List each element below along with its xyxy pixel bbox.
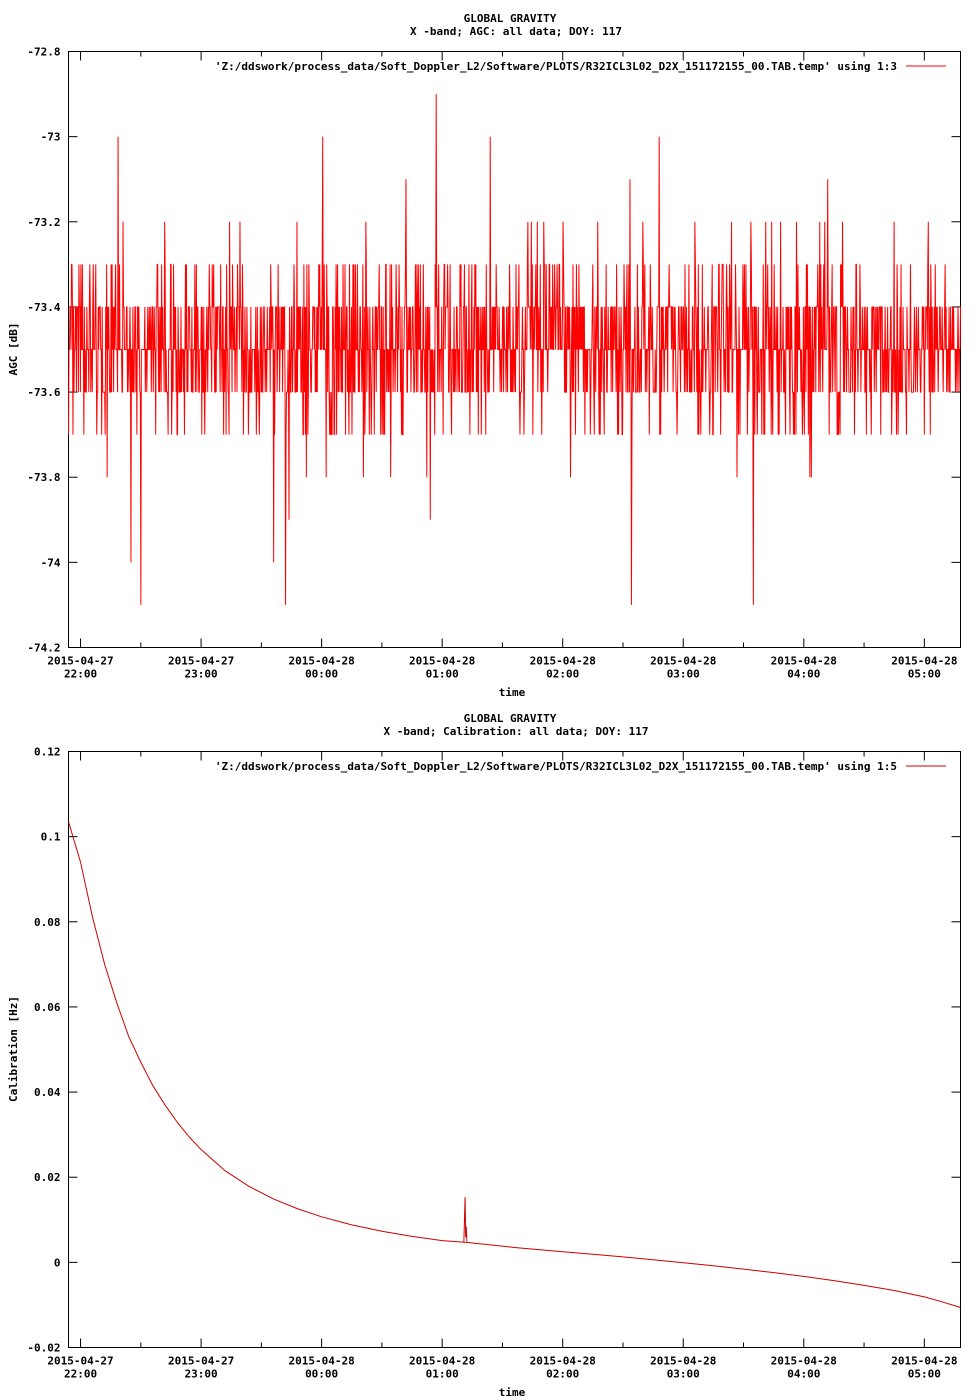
agc-x-tick-date: 2015-04-27	[47, 655, 113, 668]
agc-legend-label: 'Z:/ddswork/process_data/Soft_Doppler_L2…	[215, 60, 897, 73]
agc-x-tick-time: 01:00	[426, 668, 459, 681]
calibration-series-line	[68, 821, 961, 1308]
agc-chart-title-line2: X -band; AGC: all data; DOY: 117	[410, 25, 622, 38]
agc-x-tick-date: 2015-04-28	[650, 655, 716, 668]
agc-y-tick-label: -73.2	[27, 216, 60, 229]
calibration-x-tick-time: 02:00	[546, 1368, 579, 1381]
calibration-y-tick-label: 0.02	[34, 1171, 61, 1184]
agc-y-tick-label: -73.4	[27, 301, 60, 314]
calibration-x-tick-time: 23:00	[185, 1368, 218, 1381]
calibration-x-tick-date: 2015-04-28	[891, 1355, 957, 1368]
calibration-x-tick-date: 2015-04-28	[409, 1355, 475, 1368]
calibration-chart: GLOBAL GRAVITY X -band; Calibration: all…	[7, 712, 961, 1399]
calibration-y-tick-label: -0.02	[27, 1342, 60, 1355]
agc-series-line	[68, 94, 961, 605]
calibration-y-axis: 0.12 0.1 0.08 0.06 0.04 0.02 0 -0.02	[27, 746, 961, 1355]
agc-x-tick-time: 04:00	[787, 668, 820, 681]
calibration-chart-title-line2: X -band; Calibration: all data; DOY: 117	[384, 725, 649, 738]
agc-x-tick-date: 2015-04-28	[530, 655, 596, 668]
agc-y-tick-label: -73	[41, 131, 61, 144]
calibration-x-tick-date: 2015-04-28	[650, 1355, 716, 1368]
agc-x-tick-date: 2015-04-28	[409, 655, 475, 668]
agc-x-tick-time: 02:00	[546, 668, 579, 681]
agc-y-tick-label: -72.8	[27, 46, 60, 59]
agc-y-axis-label: AGC [dB]	[7, 323, 20, 376]
calibration-chart-title-line1: GLOBAL GRAVITY	[464, 712, 557, 725]
agc-x-axis-label: time	[499, 686, 526, 699]
agc-y-tick-label: -74	[41, 556, 61, 569]
calibration-x-tick-date: 2015-04-27	[47, 1355, 113, 1368]
calibration-x-tick-time: 22:00	[64, 1368, 97, 1381]
calibration-x-tick-time: 00:00	[305, 1368, 338, 1381]
agc-y-tick-label: -73.6	[27, 386, 60, 399]
agc-x-tick-time: 00:00	[305, 668, 338, 681]
calibration-x-tick-time: 05:00	[908, 1368, 941, 1381]
agc-x-tick-date: 2015-04-27	[168, 655, 234, 668]
agc-x-tick-time: 22:00	[64, 668, 97, 681]
calibration-plot-frame	[68, 751, 961, 1348]
agc-chart-title-line1: GLOBAL GRAVITY	[464, 12, 557, 25]
agc-x-tick-date: 2015-04-28	[771, 655, 837, 668]
calibration-x-tick-date: 2015-04-28	[530, 1355, 596, 1368]
calibration-spike	[463, 1197, 468, 1242]
calibration-y-tick-label: 0.12	[34, 746, 61, 759]
calibration-y-tick-label: 0.06	[34, 1001, 61, 1014]
calibration-y-tick-label: 0.08	[34, 916, 61, 929]
calibration-y-tick-label: 0.1	[41, 831, 61, 844]
agc-x-tick-time: 23:00	[185, 668, 218, 681]
calibration-y-tick-label: 0.04	[34, 1086, 61, 1099]
calibration-x-tick-date: 2015-04-28	[771, 1355, 837, 1368]
calibration-x-tick-date: 2015-04-28	[289, 1355, 355, 1368]
agc-x-tick-time: 03:00	[667, 668, 700, 681]
calibration-x-axis: 2015-04-2722:002015-04-2723:002015-04-28…	[47, 751, 957, 1381]
agc-x-tick-time: 05:00	[908, 668, 941, 681]
calibration-x-tick-time: 04:00	[787, 1368, 820, 1381]
agc-y-tick-label: -74.2	[27, 642, 60, 655]
calibration-legend-label: 'Z:/ddswork/process_data/Soft_Doppler_L2…	[215, 760, 897, 773]
agc-y-tick-label: -73.8	[27, 471, 60, 484]
calibration-x-tick-date: 2015-04-27	[168, 1355, 234, 1368]
agc-x-tick-date: 2015-04-28	[891, 655, 957, 668]
calibration-y-axis-label: Calibration [Hz]	[7, 996, 20, 1102]
calibration-x-tick-time: 01:00	[426, 1368, 459, 1381]
calibration-x-axis-label: time	[499, 1386, 526, 1399]
agc-chart: GLOBAL GRAVITY X -band; AGC: all data; D…	[7, 12, 961, 699]
calibration-y-tick-label: 0	[54, 1256, 61, 1269]
calibration-x-tick-time: 03:00	[667, 1368, 700, 1381]
agc-x-axis: 2015-04-2722:002015-04-2723:002015-04-28…	[47, 51, 957, 681]
agc-x-tick-date: 2015-04-28	[289, 655, 355, 668]
